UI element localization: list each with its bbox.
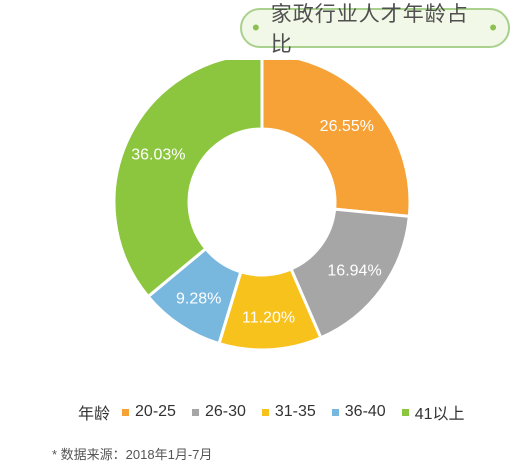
- slice-label-31-35: 11.20%: [242, 309, 295, 326]
- legend-swatch: [401, 408, 409, 416]
- legend-item-20-25: 20-25: [122, 403, 176, 421]
- legend-label: 41以上: [414, 406, 465, 423]
- donut-chart: 26.55% 16.94% 11.20% 9.28% 36.03%: [112, 60, 412, 352]
- legend-title: 年龄: [78, 406, 111, 423]
- legend-label: 26-30: [204, 403, 246, 420]
- legend: 年龄 20-25 26-30 31-35 36-40 41以上: [0, 399, 524, 425]
- legend-swatch: [191, 408, 199, 416]
- slice-label-36-40: 9.28%: [176, 290, 221, 307]
- legend-item-26-30: 26-30: [191, 403, 246, 421]
- slice-26-30: [289, 207, 411, 340]
- legend-swatch: [122, 408, 130, 416]
- slice-label-41以上: 36.03%: [131, 146, 185, 163]
- slice-20-25: [260, 60, 412, 219]
- legend-item-41以上: 41以上: [401, 400, 465, 424]
- chart-title-pill: • 家政行业人才年龄占比 •: [240, 3, 510, 56]
- legend-swatch: [261, 408, 269, 416]
- legend-swatch: [331, 408, 339, 416]
- chart-title: 家政行业人才年龄占比: [270, 3, 469, 56]
- legend-label: 31-35: [274, 403, 316, 420]
- data-source-note: * 数据来源：2018年1月-7月: [52, 447, 213, 462]
- legend-label: 36-40: [344, 403, 386, 420]
- legend-items: 20-25 26-30 31-35 36-40 41以上: [122, 400, 481, 424]
- slice-label-20-25: 26.55%: [320, 118, 374, 135]
- title-dot-right: •: [489, 15, 498, 40]
- legend-item-31-35: 31-35: [261, 403, 316, 421]
- legend-item-36-40: 36-40: [331, 403, 386, 421]
- slice-label-26-30: 16.94%: [327, 262, 381, 279]
- legend-label: 20-25: [135, 403, 176, 420]
- title-dot-left: •: [252, 15, 261, 40]
- slice-41以上: [112, 60, 264, 299]
